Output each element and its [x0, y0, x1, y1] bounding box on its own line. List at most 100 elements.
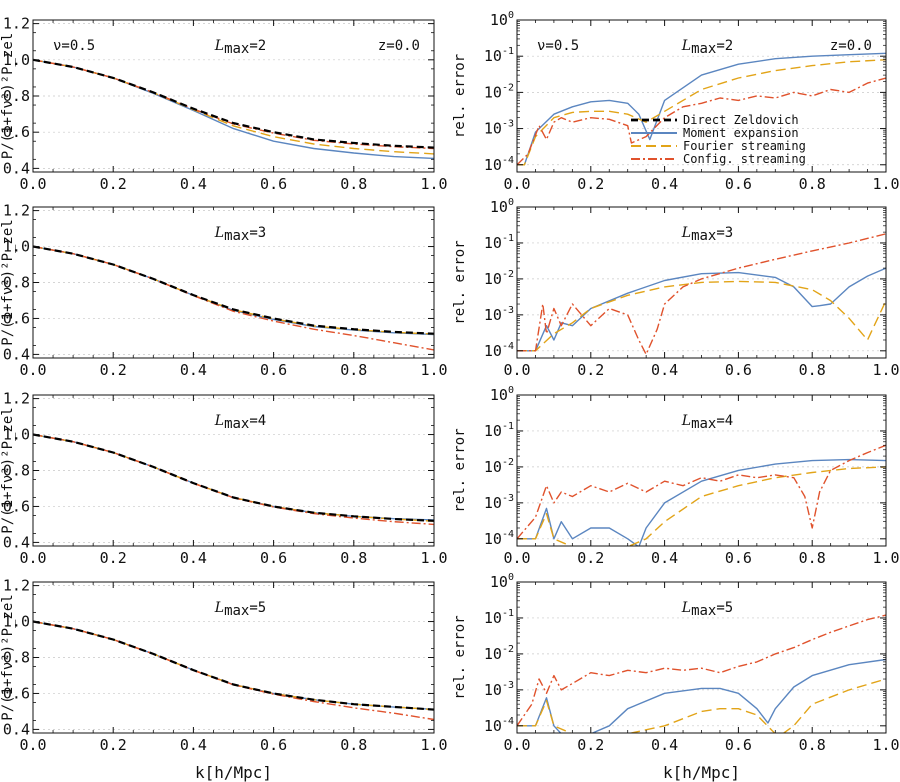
- y-tick-label: 0.8: [3, 87, 30, 105]
- x-axis-label: k[h/Mpc]: [195, 763, 272, 782]
- lmax-label: Lmax=2: [214, 38, 266, 57]
- y-tick-label: 0.8: [3, 462, 30, 480]
- y-axis-label: rel. error: [452, 54, 468, 138]
- series-line-fourier: [517, 678, 886, 733]
- y-tick-label: 10-2: [484, 269, 514, 288]
- panel-ratio-lmax-3: 0.0 0.2 0.4 0.6 0.8 1.0 0.4 0.6 0.8 1.0 1.2P/(1+fν…: [0, 202, 448, 379]
- y-tick-label: 10-4: [484, 716, 514, 735]
- lmax-label: Lmax=4: [214, 413, 266, 432]
- panel-error-lmax-4: 0.0 0.2 0.4 0.6 0.8 1.0 10-4 10-3 10-2 10-1 100 rel…: [452, 385, 900, 567]
- x-tick-label: 0.6: [725, 361, 752, 379]
- x-tick-label: 0.0: [503, 175, 530, 193]
- y-tick-label: 0.4: [3, 159, 30, 177]
- x-tick-label: 0.8: [340, 361, 367, 379]
- legend-label-fourier: Fourier streaming: [683, 139, 806, 153]
- x-tick-label: 1.0: [872, 361, 899, 379]
- lmax-label: Lmax=3: [214, 225, 266, 244]
- series-line-direct: [33, 245, 434, 335]
- panel-ratio-lmax-2: 0.0 0.2 0.4 0.6 0.8 1.0 0.4 0.6 0.8 1.0 1.2P/(1+fν…: [0, 15, 448, 193]
- y-tick-label: 10-1: [484, 46, 514, 65]
- legend-label-direct: Direct Zeldovich: [683, 113, 799, 127]
- x-tick-label: 1.0: [420, 549, 447, 567]
- y-tick-label: 1.0: [3, 238, 30, 256]
- series-line-fourier: [33, 59, 434, 155]
- x-tick-label: 0.8: [799, 361, 826, 379]
- y-tick-label: 1.2: [3, 577, 30, 595]
- y-tick-label: 1.2: [3, 390, 30, 408]
- lmax-label: Lmax=2: [681, 38, 733, 57]
- x-tick-label: 0.8: [799, 549, 826, 567]
- series-line-direct: [33, 620, 434, 711]
- x-tick-label: 1.0: [420, 736, 447, 754]
- x-tick-label: 0.4: [651, 736, 678, 754]
- series-line-direct: [33, 433, 434, 522]
- y-axis-label: rel. error: [452, 240, 468, 324]
- x-tick-label: 0.2: [100, 549, 127, 567]
- nu-label: ν=0.5: [53, 38, 95, 54]
- x-tick-label: 0.0: [19, 549, 46, 567]
- x-tick-label: 0.6: [260, 175, 287, 193]
- panel-ratio-lmax-4: 0.0 0.2 0.4 0.6 0.8 1.0 0.4 0.6 0.8 1.0 1.2P/(1+fν…: [0, 390, 448, 567]
- y-tick-label: 0.4: [3, 720, 30, 738]
- x-tick-label: 0.6: [725, 736, 752, 754]
- x-tick-label: 1.0: [420, 361, 447, 379]
- x-tick-label: 0.0: [503, 736, 530, 754]
- x-tick-label: 0.0: [503, 361, 530, 379]
- y-tick-label: 10-2: [484, 457, 514, 476]
- series-line-fourier: [517, 280, 886, 352]
- x-tick-label: 0.4: [651, 175, 678, 193]
- y-tick-label: 1.2: [3, 15, 30, 33]
- y-tick-label: 0.6: [3, 684, 30, 702]
- x-tick-label: 0.2: [100, 175, 127, 193]
- y-tick-label: 10-1: [484, 233, 514, 252]
- series-line-moment: [517, 658, 886, 733]
- lmax-label: Lmax=5: [681, 600, 733, 619]
- y-tick-label: 10-1: [484, 421, 514, 440]
- y-axis-label: rel. error: [452, 428, 468, 512]
- x-tick-label: 0.4: [651, 549, 678, 567]
- legend-label-moment: Moment expansion: [683, 126, 799, 140]
- x-tick-label: 0.6: [725, 175, 752, 193]
- series-line-direct: [33, 58, 434, 149]
- x-tick-label: 0.4: [651, 361, 678, 379]
- x-tick-label: 0.8: [340, 549, 367, 567]
- y-tick-label: 10-4: [484, 529, 514, 548]
- x-tick-label: 0.6: [260, 361, 287, 379]
- nu-label: ν=0.5: [537, 38, 579, 54]
- x-tick-label: 1.0: [872, 736, 899, 754]
- y-tick-label: 0.6: [3, 497, 30, 515]
- panel-error-lmax-5: 0.0 0.2 0.4 0.6 0.8 1.0 10-4 10-3 10-2 10-1 100 rel…: [452, 572, 900, 782]
- x-tick-label: 0.6: [260, 549, 287, 567]
- series-line-config: [33, 245, 434, 351]
- series-line-moment: [517, 52, 886, 166]
- y-tick-label: 10-4: [484, 155, 514, 174]
- x-tick-label: 0.8: [799, 175, 826, 193]
- y-tick-label: 100: [490, 197, 514, 216]
- x-tick-label: 1.0: [872, 549, 899, 567]
- lmax-label: Lmax=4: [681, 413, 733, 432]
- y-tick-label: 1.0: [3, 426, 30, 444]
- panel-error-lmax-3: 0.0 0.2 0.4 0.6 0.8 1.0 10-4 10-3 10-2 10-1 100 rel…: [452, 197, 900, 379]
- series-line-fourier: [517, 466, 886, 546]
- x-tick-label: 0.2: [100, 736, 127, 754]
- x-tick-label: 0.6: [260, 736, 287, 754]
- x-tick-label: 0.4: [180, 549, 207, 567]
- y-tick-label: 0.6: [3, 123, 30, 141]
- y-tick-label: 10-2: [484, 644, 514, 663]
- x-tick-label: 0.4: [180, 175, 207, 193]
- x-tick-label: 0.2: [100, 361, 127, 379]
- z-label: z=0.0: [830, 38, 872, 54]
- y-tick-label: 1.0: [3, 51, 30, 69]
- series-line-config: [517, 233, 886, 355]
- series-line-config: [517, 444, 886, 540]
- y-axis-label: P/(1+fν²)²P_zel: [0, 594, 16, 720]
- y-axis-label: P/(1+fν²)²P_zel: [0, 33, 16, 159]
- x-tick-label: 0.0: [19, 736, 46, 754]
- y-tick-label: 1.0: [3, 613, 30, 631]
- y-tick-label: 0.6: [3, 309, 30, 327]
- y-tick-label: 0.4: [3, 533, 30, 551]
- series-line-fourier: [517, 59, 886, 166]
- x-tick-label: 1.0: [872, 175, 899, 193]
- y-tick-label: 1.2: [3, 202, 30, 220]
- x-tick-label: 0.4: [180, 736, 207, 754]
